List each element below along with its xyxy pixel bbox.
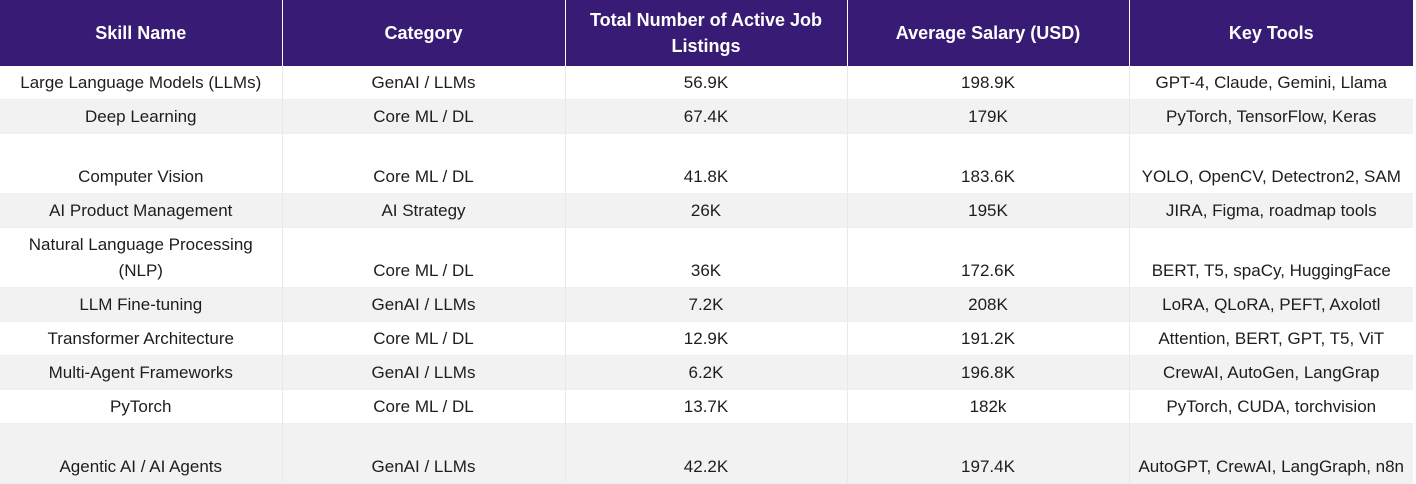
cell-key-tools: YOLO, OpenCV, Detectron2, SAM bbox=[1129, 133, 1413, 194]
cell-job-listings: 26K bbox=[565, 193, 848, 228]
column-header-key-tools: Key Tools bbox=[1129, 0, 1413, 66]
column-header-skill-name: Skill Name bbox=[0, 0, 283, 66]
cell-average-salary: 191.2K bbox=[847, 321, 1130, 356]
column-header-job-listings: Total Number of Active Job Listings bbox=[565, 0, 848, 66]
cell-key-tools: PyTorch, CUDA, torchvision bbox=[1129, 389, 1413, 424]
cell-job-listings: 41.8K bbox=[565, 133, 848, 194]
cell-job-listings: 42.2K bbox=[565, 423, 848, 484]
table-row: Natural Language Processing (NLP) Core M… bbox=[0, 227, 1413, 288]
cell-key-tools: LoRA, QLoRA, PEFT, Axolotl bbox=[1129, 287, 1413, 322]
cell-key-tools: PyTorch, TensorFlow, Keras bbox=[1129, 99, 1413, 134]
header-row: Skill Name Category Total Number of Acti… bbox=[0, 0, 1413, 66]
cell-category: GenAI / LLMs bbox=[282, 66, 566, 100]
cell-job-listings: 56.9K bbox=[565, 66, 848, 100]
cell-key-tools: AutoGPT, CrewAI, LangGraph, n8n bbox=[1129, 423, 1413, 484]
table-row: Transformer Architecture Core ML / DL 12… bbox=[0, 321, 1413, 356]
cell-category: GenAI / LLMs bbox=[282, 355, 566, 390]
cell-skill-name: Natural Language Processing (NLP) bbox=[0, 227, 283, 288]
table-body: Large Language Models (LLMs) GenAI / LLM… bbox=[0, 66, 1413, 484]
cell-average-salary: 196.8K bbox=[847, 355, 1130, 390]
cell-key-tools: JIRA, Figma, roadmap tools bbox=[1129, 193, 1413, 228]
table-row: Multi-Agent Frameworks GenAI / LLMs 6.2K… bbox=[0, 355, 1413, 390]
cell-job-listings: 36K bbox=[565, 227, 848, 288]
cell-key-tools: CrewAI, AutoGen, LangGrap bbox=[1129, 355, 1413, 390]
cell-category: AI Strategy bbox=[282, 193, 566, 228]
cell-skill-name: Computer Vision bbox=[0, 133, 283, 194]
cell-skill-name: PyTorch bbox=[0, 389, 283, 424]
cell-category: Core ML / DL bbox=[282, 99, 566, 134]
cell-job-listings: 7.2K bbox=[565, 287, 848, 322]
table-row: Deep Learning Core ML / DL 67.4K 179K Py… bbox=[0, 99, 1413, 134]
cell-category: Core ML / DL bbox=[282, 321, 566, 356]
cell-skill-name: Deep Learning bbox=[0, 99, 283, 134]
cell-key-tools: BERT, T5, spaCy, HuggingFace bbox=[1129, 227, 1413, 288]
cell-skill-name: Agentic AI / AI Agents bbox=[0, 423, 283, 484]
cell-skill-name: Transformer Architecture bbox=[0, 321, 283, 356]
table-row: LLM Fine-tuning GenAI / LLMs 7.2K 208K L… bbox=[0, 287, 1413, 322]
cell-category: GenAI / LLMs bbox=[282, 423, 566, 484]
cell-key-tools: GPT-4, Claude, Gemini, Llama bbox=[1129, 66, 1413, 100]
cell-skill-name: AI Product Management bbox=[0, 193, 283, 228]
cell-skill-name: Multi-Agent Frameworks bbox=[0, 355, 283, 390]
table-row: PyTorch Core ML / DL 13.7K 182k PyTorch,… bbox=[0, 389, 1413, 424]
cell-average-salary: 198.9K bbox=[847, 66, 1130, 100]
cell-job-listings: 13.7K bbox=[565, 389, 848, 424]
cell-category: Core ML / DL bbox=[282, 389, 566, 424]
cell-category: Core ML / DL bbox=[282, 227, 566, 288]
cell-skill-name: LLM Fine-tuning bbox=[0, 287, 283, 322]
cell-average-salary: 183.6K bbox=[847, 133, 1130, 194]
cell-average-salary: 182k bbox=[847, 389, 1130, 424]
column-header-category: Category bbox=[282, 0, 566, 66]
cell-average-salary: 208K bbox=[847, 287, 1130, 322]
cell-category: Core ML / DL bbox=[282, 133, 566, 194]
cell-average-salary: 195K bbox=[847, 193, 1130, 228]
table-row: Computer Vision Core ML / DL 41.8K 183.6… bbox=[0, 133, 1413, 194]
table-row: AI Product Management AI Strategy 26K 19… bbox=[0, 193, 1413, 228]
table-row: Agentic AI / AI Agents GenAI / LLMs 42.2… bbox=[0, 423, 1413, 484]
cell-average-salary: 179K bbox=[847, 99, 1130, 134]
cell-category: GenAI / LLMs bbox=[282, 287, 566, 322]
table-header: Skill Name Category Total Number of Acti… bbox=[0, 0, 1413, 66]
table-row: Large Language Models (LLMs) GenAI / LLM… bbox=[0, 66, 1413, 100]
cell-key-tools: Attention, BERT, GPT, T5, ViT bbox=[1129, 321, 1413, 356]
cell-job-listings: 12.9K bbox=[565, 321, 848, 356]
column-header-average-salary: Average Salary (USD) bbox=[847, 0, 1130, 66]
cell-job-listings: 67.4K bbox=[565, 99, 848, 134]
cell-average-salary: 172.6K bbox=[847, 227, 1130, 288]
cell-average-salary: 197.4K bbox=[847, 423, 1130, 484]
cell-skill-name: Large Language Models (LLMs) bbox=[0, 66, 283, 100]
cell-job-listings: 6.2K bbox=[565, 355, 848, 390]
